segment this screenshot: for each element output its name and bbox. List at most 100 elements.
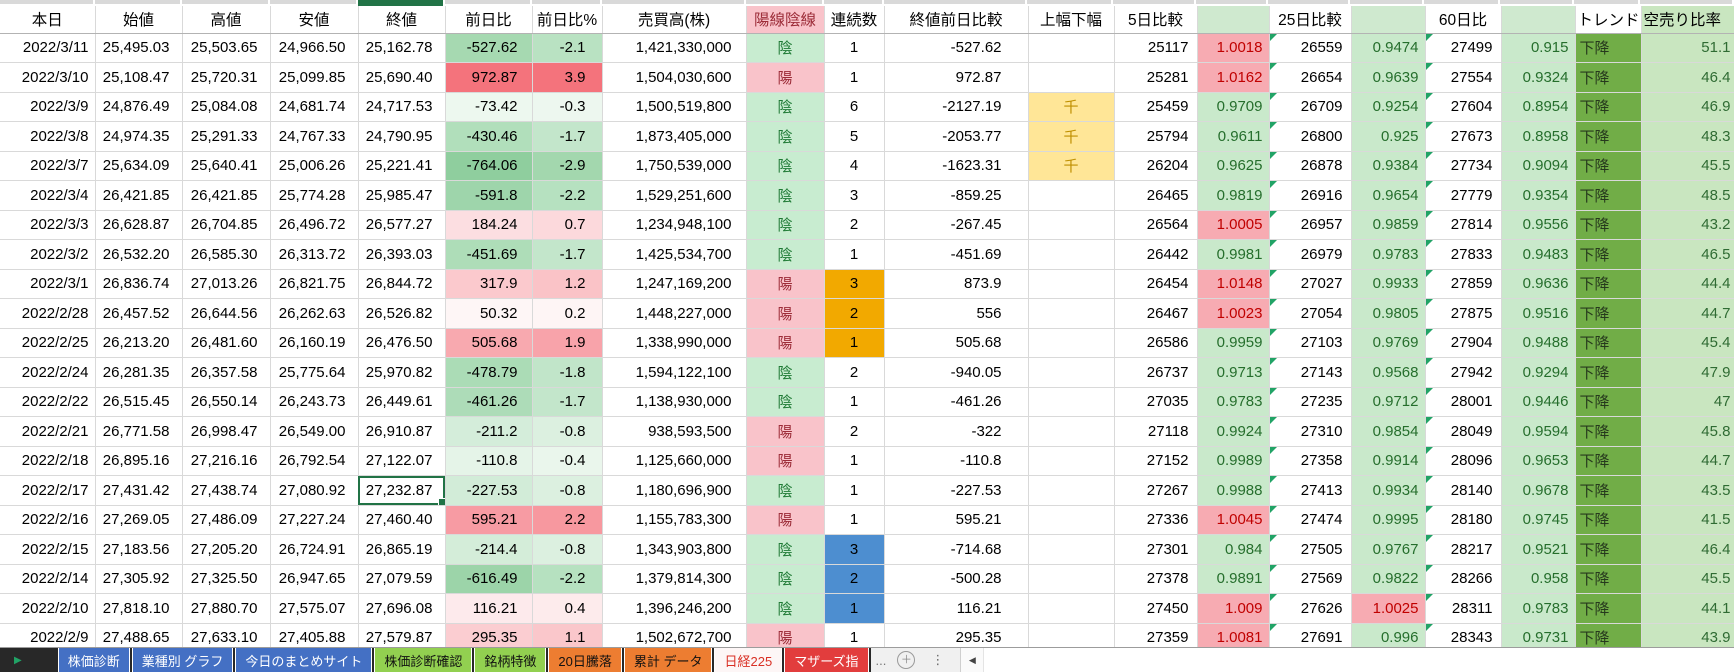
cell-d25[interactable]: 27569 xyxy=(1269,564,1352,594)
cell-open[interactable]: 26,771.58 xyxy=(95,416,183,447)
cell-date[interactable]: 2022/3/10 xyxy=(0,62,96,93)
cell-range[interactable] xyxy=(1028,593,1115,624)
cell-range[interactable] xyxy=(1028,210,1115,240)
cell-close_diff[interactable]: 116.21 xyxy=(884,593,1029,624)
cell-trend[interactable]: 下降 xyxy=(1575,475,1642,506)
column-letter-segment-d5[interactable] xyxy=(1113,0,1197,4)
cell-close[interactable]: 26,910.87 xyxy=(358,416,446,447)
cell-d60[interactable]: 28049 xyxy=(1425,416,1502,447)
cell-d5[interactable]: 26454 xyxy=(1114,269,1198,299)
sheet-tab-4[interactable]: 株価診断確認 xyxy=(374,648,473,672)
cell-d25r[interactable]: 0.9654 xyxy=(1351,180,1426,211)
cell-low[interactable]: 25,006.26 xyxy=(270,151,359,181)
cell-date[interactable]: 2022/2/14 xyxy=(0,564,96,594)
cell-close[interactable]: 26,865.19 xyxy=(358,534,446,565)
cell-range[interactable] xyxy=(1028,387,1115,417)
cell-pct[interactable]: 1.2 xyxy=(532,269,603,299)
cell-d60[interactable]: 27859 xyxy=(1425,269,1502,299)
cell-date[interactable]: 2022/2/10 xyxy=(0,593,96,624)
cell-d25r[interactable]: 1.0025 xyxy=(1351,593,1426,624)
cell-high[interactable]: 26,704.85 xyxy=(182,210,271,240)
cell-short[interactable]: 47.9 xyxy=(1641,357,1734,388)
cell-d5r[interactable]: 1.0023 xyxy=(1197,298,1270,329)
cell-low[interactable]: 25,775.64 xyxy=(270,357,359,388)
cell-volume[interactable]: 1,338,990,000 xyxy=(602,328,747,358)
sheet-tab-1[interactable]: 株価診断 xyxy=(57,648,130,672)
cell-candle[interactable]: 陽 xyxy=(746,505,825,535)
cell-open[interactable]: 25,108.47 xyxy=(95,62,183,93)
cell-d5r[interactable]: 1.009 xyxy=(1197,593,1270,624)
cell-d60r[interactable]: 0.8958 xyxy=(1501,121,1576,152)
cell-d5r[interactable]: 0.9611 xyxy=(1197,121,1270,152)
cell-d25r[interactable]: 0.9767 xyxy=(1351,534,1426,565)
cell-streak[interactable]: 2 xyxy=(824,416,885,447)
cell-open[interactable]: 24,876.49 xyxy=(95,92,183,122)
cell-high[interactable]: 27,880.70 xyxy=(182,593,271,624)
cell-range[interactable]: 千 xyxy=(1028,121,1115,152)
cell-candle[interactable]: 陰 xyxy=(746,593,825,624)
cell-trend[interactable]: 下降 xyxy=(1575,33,1642,63)
cell-d25r[interactable]: 0.9568 xyxy=(1351,357,1426,388)
cell-short[interactable]: 43.2 xyxy=(1641,210,1734,240)
cell-chg[interactable]: -430.46 xyxy=(445,121,533,152)
cell-d5[interactable]: 27035 xyxy=(1114,387,1198,417)
cell-volume[interactable]: 1,421,330,000 xyxy=(602,33,747,63)
cell-d5r[interactable]: 1.0045 xyxy=(1197,505,1270,535)
cell-close[interactable]: 26,393.03 xyxy=(358,239,446,270)
cell-d5[interactable]: 27336 xyxy=(1114,505,1198,535)
cell-streak[interactable]: 1 xyxy=(824,328,885,358)
cell-close_diff[interactable]: -227.53 xyxy=(884,475,1029,506)
cell-close[interactable]: 27,460.40 xyxy=(358,505,446,535)
cell-high[interactable]: 27,325.50 xyxy=(182,564,271,594)
cell-streak[interactable]: 1 xyxy=(824,505,885,535)
cell-d60[interactable]: 27499 xyxy=(1425,33,1502,63)
cell-chg[interactable]: 505.68 xyxy=(445,328,533,358)
cell-d5[interactable]: 26467 xyxy=(1114,298,1198,329)
cell-pct[interactable]: 1.9 xyxy=(532,328,603,358)
sheet-nav-arrow-icon[interactable]: ▶ xyxy=(14,654,22,666)
cell-pct[interactable]: 2.2 xyxy=(532,505,603,535)
cell-d60[interactable]: 27833 xyxy=(1425,239,1502,270)
sheet-tab-8[interactable]: 日経225 xyxy=(714,648,783,672)
cell-open[interactable]: 26,515.45 xyxy=(95,387,183,417)
cell-d25[interactable]: 27413 xyxy=(1269,475,1352,506)
cell-d5[interactable]: 27301 xyxy=(1114,534,1198,565)
cell-pct[interactable]: -0.3 xyxy=(532,92,603,122)
column-letter-segment-close_diff[interactable] xyxy=(883,0,1028,4)
cell-d25r[interactable]: 0.925 xyxy=(1351,121,1426,152)
cell-short[interactable]: 46.5 xyxy=(1641,239,1734,270)
cell-d60[interactable]: 28266 xyxy=(1425,564,1502,594)
cell-d25r[interactable]: 0.9639 xyxy=(1351,62,1426,93)
cell-open[interactable]: 27,818.10 xyxy=(95,593,183,624)
cell-d25r[interactable]: 0.9822 xyxy=(1351,564,1426,594)
cell-d5[interactable]: 27378 xyxy=(1114,564,1198,594)
column-letter-segment-d25[interactable] xyxy=(1268,0,1351,4)
cell-close[interactable]: 25,985.47 xyxy=(358,180,446,211)
cell-trend[interactable]: 下降 xyxy=(1575,239,1642,270)
cell-low[interactable]: 26,792.54 xyxy=(270,446,359,476)
sheet-tab-7[interactable]: 累計 データ xyxy=(623,648,713,672)
column-letter-segment-pct[interactable] xyxy=(531,0,602,4)
cell-open[interactable]: 26,895.16 xyxy=(95,446,183,476)
cell-chg[interactable]: -211.2 xyxy=(445,416,533,447)
cell-short[interactable]: 46.4 xyxy=(1641,62,1734,93)
column-header-pct[interactable]: 前日比% xyxy=(532,6,603,34)
column-letter-segment-close[interactable] xyxy=(357,0,445,6)
cell-close_diff[interactable]: -940.05 xyxy=(884,357,1029,388)
cell-close[interactable]: 25,690.40 xyxy=(358,62,446,93)
cell-d5[interactable]: 26442 xyxy=(1114,239,1198,270)
cell-volume[interactable]: 1,247,169,200 xyxy=(602,269,747,299)
cell-trend[interactable]: 下降 xyxy=(1575,298,1642,329)
cell-chg[interactable]: 972.87 xyxy=(445,62,533,93)
cell-pct[interactable]: -2.9 xyxy=(532,151,603,181)
cell-d5r[interactable]: 1.0018 xyxy=(1197,33,1270,63)
cell-pct[interactable]: -2.1 xyxy=(532,33,603,63)
sheet-list-button[interactable]: ⋮ xyxy=(931,652,945,667)
cell-high[interactable]: 25,084.08 xyxy=(182,92,271,122)
column-header-range[interactable]: 上幅下幅 xyxy=(1028,6,1115,34)
cell-candle[interactable]: 陰 xyxy=(746,121,825,152)
scroll-left-icon[interactable]: ◀ xyxy=(961,648,985,672)
cell-streak[interactable]: 5 xyxy=(824,121,885,152)
cell-trend[interactable]: 下降 xyxy=(1575,534,1642,565)
cell-pct[interactable]: 0.2 xyxy=(532,298,603,329)
